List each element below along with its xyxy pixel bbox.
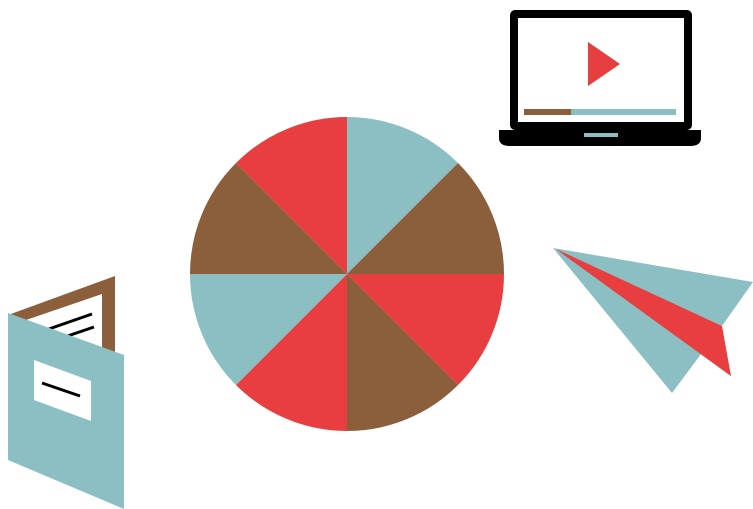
- video-progress-track: [524, 109, 676, 115]
- laptop-base: [499, 130, 701, 146]
- wheel-segment: [347, 274, 504, 386]
- wheel-segment: [347, 274, 459, 432]
- plane-right-wing: [553, 248, 722, 393]
- laptop-play-icon: [499, 10, 701, 146]
- wheel-segment: [190, 162, 347, 274]
- wheel-segment: [347, 162, 504, 274]
- play-icon: [588, 42, 620, 86]
- wheel-segment: [190, 274, 347, 386]
- segmented-wheel-icon: [190, 117, 504, 432]
- plane-keel: [556, 249, 731, 376]
- booklet-label-line: [41, 381, 81, 398]
- wheel-segment: [347, 117, 459, 274]
- plane-left-wing: [553, 248, 753, 326]
- wheel-segment: [235, 274, 347, 431]
- booklet-text-line: [45, 312, 93, 332]
- wheel-segment: [235, 117, 347, 274]
- booklet-icon: [8, 276, 124, 509]
- plane-fold-shadow: [560, 252, 731, 376]
- paper-plane-icon: [553, 248, 753, 393]
- video-progress-played: [524, 109, 572, 115]
- laptop-base-slot: [584, 133, 618, 137]
